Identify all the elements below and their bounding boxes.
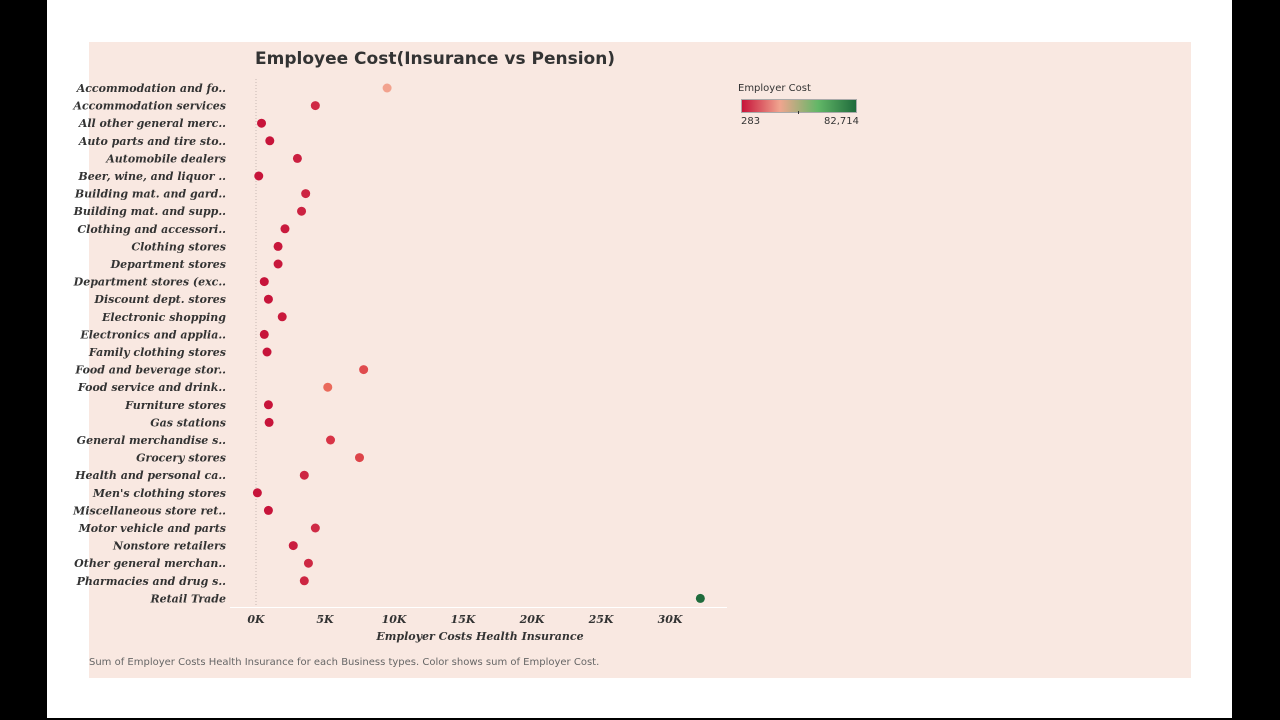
- data-point[interactable]: [252, 488, 262, 498]
- chart-title: Employee Cost(Insurance vs Pension): [255, 49, 616, 69]
- dashboard-area: [89, 42, 1191, 678]
- category-label: Grocery stores: [136, 452, 226, 465]
- category-label: Clothing and accessori..: [77, 223, 226, 236]
- data-point[interactable]: [303, 558, 313, 568]
- category-labels: Accommodation and fo.. Accommodation serv…: [72, 82, 226, 605]
- legend-gradient-bar: [741, 99, 857, 113]
- category-label: Health and personal ca..: [74, 469, 226, 482]
- x-tick-label: 25K: [588, 613, 614, 626]
- data-point[interactable]: [326, 435, 336, 445]
- data-point[interactable]: [695, 593, 705, 603]
- data-point[interactable]: [273, 259, 283, 269]
- x-tick-label: 15K: [451, 613, 476, 626]
- category-label: Food service and drink..: [77, 381, 226, 394]
- category-label: Gas stations: [150, 416, 226, 429]
- data-point[interactable]: [299, 470, 309, 480]
- data-point[interactable]: [359, 365, 369, 375]
- category-label: Department stores (exc..: [73, 276, 226, 289]
- data-point[interactable]: [277, 312, 287, 322]
- data-point[interactable]: [288, 541, 298, 551]
- legend-max-label: 82,714: [824, 116, 859, 127]
- category-label: Men's clothing stores: [92, 487, 226, 500]
- data-point[interactable]: [263, 294, 273, 304]
- x-tick-label: 30K: [658, 613, 683, 626]
- data-point[interactable]: [382, 83, 392, 93]
- category-label: Auto parts and tire sto..: [78, 135, 226, 148]
- data-point[interactable]: [262, 347, 272, 357]
- category-label: Accommodation and fo..: [76, 82, 226, 95]
- category-label: Building mat. and supp..: [73, 205, 227, 218]
- color-legend: Employer Cost 283 82,714: [738, 83, 863, 131]
- category-label: Clothing stores: [131, 240, 226, 253]
- data-point[interactable]: [265, 136, 275, 146]
- data-point[interactable]: [297, 206, 307, 216]
- category-label: Electronic shopping: [101, 311, 226, 324]
- x-tick-label: 10K: [382, 613, 407, 626]
- data-point[interactable]: [292, 153, 302, 163]
- category-label: Automobile dealers: [105, 152, 226, 165]
- x-tick-label: 0K: [247, 613, 265, 626]
- category-label: Food and beverage stor..: [74, 364, 226, 377]
- category-label: Electronics and applia..: [79, 328, 226, 341]
- category-label: Discount dept. stores: [93, 293, 226, 306]
- data-points: [252, 83, 705, 603]
- data-point[interactable]: [310, 523, 320, 533]
- x-tick-label: 5K: [316, 613, 334, 626]
- category-label: All other general merc..: [78, 117, 226, 130]
- category-label: General merchandise s..: [77, 434, 226, 447]
- category-label: Motor vehicle and parts: [78, 522, 226, 535]
- category-label: Retail Trade: [149, 592, 226, 605]
- category-label: Other general merchan..: [74, 557, 226, 570]
- data-point[interactable]: [259, 329, 269, 339]
- category-label: Family clothing stores: [88, 346, 226, 359]
- data-point[interactable]: [264, 417, 274, 427]
- category-label: Pharmacies and drug s..: [76, 575, 227, 588]
- data-point[interactable]: [259, 277, 269, 287]
- legend-marker: [798, 111, 799, 114]
- x-axis-title: Employer Costs Health Insurance: [375, 630, 583, 643]
- category-label: Furniture stores: [124, 399, 226, 412]
- chart-caption: Sum of Employer Costs Health Insurance f…: [89, 657, 600, 668]
- data-point[interactable]: [310, 101, 320, 111]
- category-label: Building mat. and gard..: [74, 188, 226, 201]
- data-point[interactable]: [323, 382, 333, 392]
- data-point[interactable]: [263, 505, 273, 515]
- data-point[interactable]: [254, 171, 264, 181]
- category-label: Beer, wine, and liquor ..: [77, 170, 226, 183]
- data-point[interactable]: [273, 241, 283, 251]
- category-label: Department stores: [110, 258, 226, 271]
- category-label: Nonstore retailers: [112, 540, 226, 553]
- data-point[interactable]: [263, 400, 273, 410]
- data-point[interactable]: [355, 453, 364, 463]
- legend-title: Employer Cost: [738, 83, 811, 94]
- data-point[interactable]: [280, 224, 290, 234]
- data-point[interactable]: [301, 189, 311, 199]
- x-axis: 0K 5K 10K 15K 20K 25K 30K Employer Costs Health…: [230, 79, 727, 643]
- legend-min-label: 283: [741, 116, 761, 127]
- x-tick-label: 20K: [519, 613, 545, 626]
- data-point[interactable]: [299, 576, 309, 586]
- category-label: Accommodation services: [72, 100, 226, 113]
- data-point[interactable]: [257, 118, 267, 128]
- category-label: Miscellaneous store ret..: [72, 504, 226, 517]
